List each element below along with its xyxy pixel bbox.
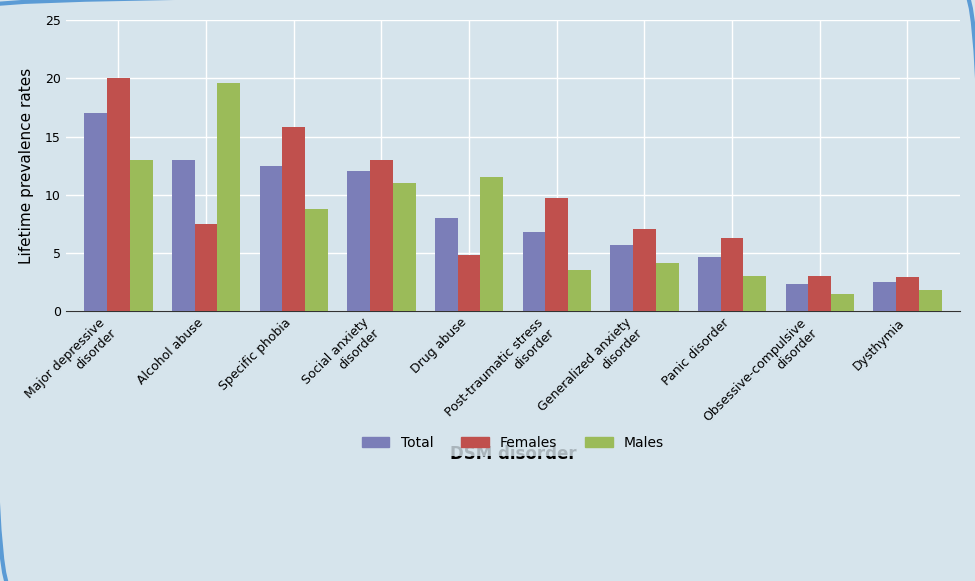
- Bar: [918, 290, 942, 311]
- Bar: [523, 232, 545, 311]
- Bar: [481, 177, 503, 311]
- Bar: [347, 171, 370, 311]
- Bar: [283, 127, 305, 311]
- Bar: [874, 282, 896, 311]
- Bar: [172, 160, 195, 311]
- Bar: [744, 277, 766, 311]
- Bar: [698, 256, 721, 311]
- Bar: [435, 218, 457, 311]
- Bar: [305, 209, 328, 311]
- Bar: [393, 183, 415, 311]
- Bar: [831, 294, 854, 311]
- Legend: Total, Females, Males: Total, Females, Males: [356, 431, 670, 456]
- Bar: [217, 83, 240, 311]
- Bar: [545, 198, 568, 311]
- Bar: [130, 160, 152, 311]
- Bar: [633, 228, 656, 311]
- Bar: [107, 78, 130, 311]
- Bar: [656, 264, 679, 311]
- Y-axis label: Lifetime prevalence rates: Lifetime prevalence rates: [19, 67, 34, 264]
- Bar: [610, 245, 633, 311]
- Bar: [808, 277, 831, 311]
- Bar: [721, 238, 744, 311]
- Bar: [84, 113, 107, 311]
- Bar: [259, 166, 283, 311]
- Bar: [568, 271, 591, 311]
- Bar: [457, 255, 481, 311]
- Bar: [195, 224, 217, 311]
- Bar: [896, 278, 918, 311]
- X-axis label: DSM disorder: DSM disorder: [449, 446, 576, 464]
- Bar: [786, 285, 808, 311]
- Bar: [370, 160, 393, 311]
